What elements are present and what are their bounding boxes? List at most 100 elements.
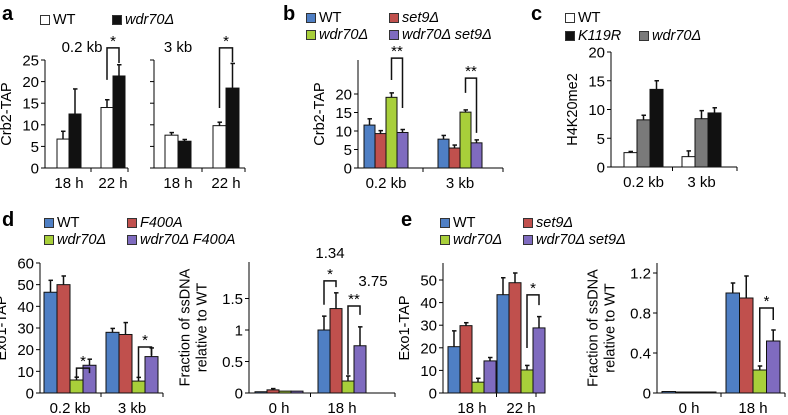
- y-tick-label: 5: [31, 139, 39, 156]
- legend-swatch: [523, 218, 533, 228]
- y-tick-label: 20: [335, 87, 352, 104]
- bar-b-0-3: [396, 131, 409, 169]
- y-axis-label: Crb2-TAP: [312, 82, 328, 145]
- bar-a1-0-0: [56, 138, 70, 169]
- legend-item-b-3: wdr70Δ set9Δ: [389, 27, 492, 43]
- chart-a2: 18 h 22 h 3 kb *: [150, 33, 246, 192]
- legend-label: WT: [578, 10, 601, 26]
- y-tick-label: 15: [588, 73, 605, 90]
- bar-d1-0-1: [56, 284, 71, 394]
- legend-item-e-0: WT: [440, 215, 476, 231]
- bar-b-1-2: [459, 111, 472, 169]
- y-tick-label: 15: [22, 96, 39, 113]
- bar-e2-0-1: [675, 391, 690, 394]
- chart-d1: 0 10 20 30 40 50 60 Exo1-TAP 0.2 kb 3 kb * *: [0, 255, 164, 415]
- fold-change-annotation: 3.75: [358, 273, 387, 290]
- significance-bracket: [347, 305, 361, 375]
- y-tick-label: 5: [597, 131, 605, 148]
- y-tick-label: 1: [235, 323, 243, 340]
- panel-label-b: b: [283, 3, 296, 25]
- significance-bracket: [323, 280, 337, 305]
- y-tick-label: 1.2: [630, 266, 651, 283]
- y-tick-label: 20: [420, 340, 437, 357]
- y-axis-label: Fraction of ssDNA: [586, 269, 602, 387]
- y-tick-label: 10: [17, 364, 34, 381]
- x-tick-label: 18 h: [327, 400, 356, 415]
- bar-e2-1-3: [766, 340, 781, 394]
- legend-label: wdr70Δ: [57, 232, 107, 248]
- y-tick-label: 0: [429, 386, 437, 403]
- bar-e1-0-0: [447, 346, 461, 394]
- x-tick-label: 0 h: [679, 400, 700, 415]
- legend-label: wdr70Δ: [652, 28, 702, 44]
- y-tick-label: 0: [643, 386, 651, 403]
- bar-d2-0-3: [290, 390, 304, 394]
- legend-swatch: [44, 235, 54, 245]
- bar-c-0-2: [649, 88, 664, 168]
- legend-swatch: [40, 15, 50, 25]
- chart-c: 0 5 10 15 20 H4K20me2 0.2 kb 3 kb: [565, 45, 738, 191]
- significance-bracket: [526, 294, 540, 349]
- legend-swatch: [127, 218, 137, 228]
- bar-e1-1-2: [520, 369, 534, 394]
- legend-label: set9Δ: [536, 215, 574, 231]
- x-tick-label: 0 h: [269, 400, 290, 415]
- x-tick-label: 0.2 kb: [50, 400, 91, 415]
- legend-item-c-1: K119R: [565, 28, 621, 44]
- bar-a2-0-0: [164, 134, 179, 169]
- x-tick-label: 18 h: [163, 175, 192, 192]
- bar-c-0-0: [623, 152, 638, 168]
- y-tick-label: 0: [31, 161, 39, 178]
- legend-label: K119R: [578, 28, 622, 44]
- bar-a2-0-1: [177, 140, 192, 169]
- legend-swatch: [389, 13, 399, 23]
- y-tick-label: 10: [588, 102, 605, 119]
- legend-item-b-2: wdr70Δ: [306, 27, 368, 43]
- y-axis-label: Crb2-TAP: [0, 82, 15, 145]
- fold-change-annotation: 1.34: [315, 245, 344, 262]
- y-axis-label: relative to WT: [603, 283, 619, 373]
- legend-swatch: [565, 31, 575, 41]
- y-tick-label: 15: [335, 105, 352, 122]
- bar-c-1-0: [681, 156, 696, 168]
- legend-swatch: [306, 13, 316, 23]
- significance-label: **: [348, 291, 360, 308]
- x-tick-label: 3 kb: [446, 175, 474, 192]
- y-tick-label: 20: [588, 45, 605, 62]
- bar-a2-1-1: [225, 87, 240, 169]
- bar-e1-0-1: [459, 325, 473, 394]
- chart-a1: 0 5 10 15 20 25 Crb2-TAP 18 h 22 h 0.2 kb *: [0, 33, 129, 192]
- y-tick-label: 30: [17, 320, 34, 337]
- y-tick-label: 0.8: [630, 306, 651, 323]
- legend-item-b-0: WT: [306, 10, 342, 26]
- significance-label: *: [223, 33, 229, 50]
- significance-label: *: [530, 280, 536, 297]
- x-tick-label: 0.2 kb: [366, 175, 407, 192]
- significance-label: *: [110, 33, 116, 50]
- y-tick-label: 0.5: [222, 354, 243, 371]
- significance-bracket: [759, 307, 774, 362]
- y-tick-label: 30: [420, 318, 437, 335]
- chart-e1: 0 10 20 30 40 50 Exo1-TAP 18 h 22 h *: [397, 263, 546, 415]
- bar-d2-0-1: [266, 389, 280, 394]
- bar-e2-1-2: [752, 369, 767, 394]
- chart-d2: 0 0.5 1 1.5 Fraction of ssDNA relative to WT 0…: [178, 245, 396, 415]
- legend-swatch: [127, 235, 137, 245]
- panel-label-e: e: [401, 209, 413, 231]
- y-tick-label: 40: [17, 299, 34, 316]
- legend-item-e-2: wdr70Δ: [440, 232, 502, 248]
- x-tick-label: 22 h: [98, 175, 127, 192]
- legend-item-e-3: wdr70Δ set9Δ: [523, 232, 626, 248]
- bar-d1-1-2: [131, 380, 146, 394]
- bar-b-0-2: [385, 96, 398, 169]
- y-tick-label: 10: [335, 124, 352, 141]
- legend-swatch: [44, 218, 54, 228]
- x-tick-label: 0.2 kb: [623, 174, 664, 191]
- bar-d2-1-0: [317, 329, 331, 394]
- y-tick-label: 5: [344, 142, 352, 159]
- bar-a1-1-1: [112, 75, 126, 169]
- y-tick-label: 10: [22, 117, 39, 134]
- y-tick-label: 0: [344, 161, 352, 178]
- significance-bracket: [106, 47, 120, 80]
